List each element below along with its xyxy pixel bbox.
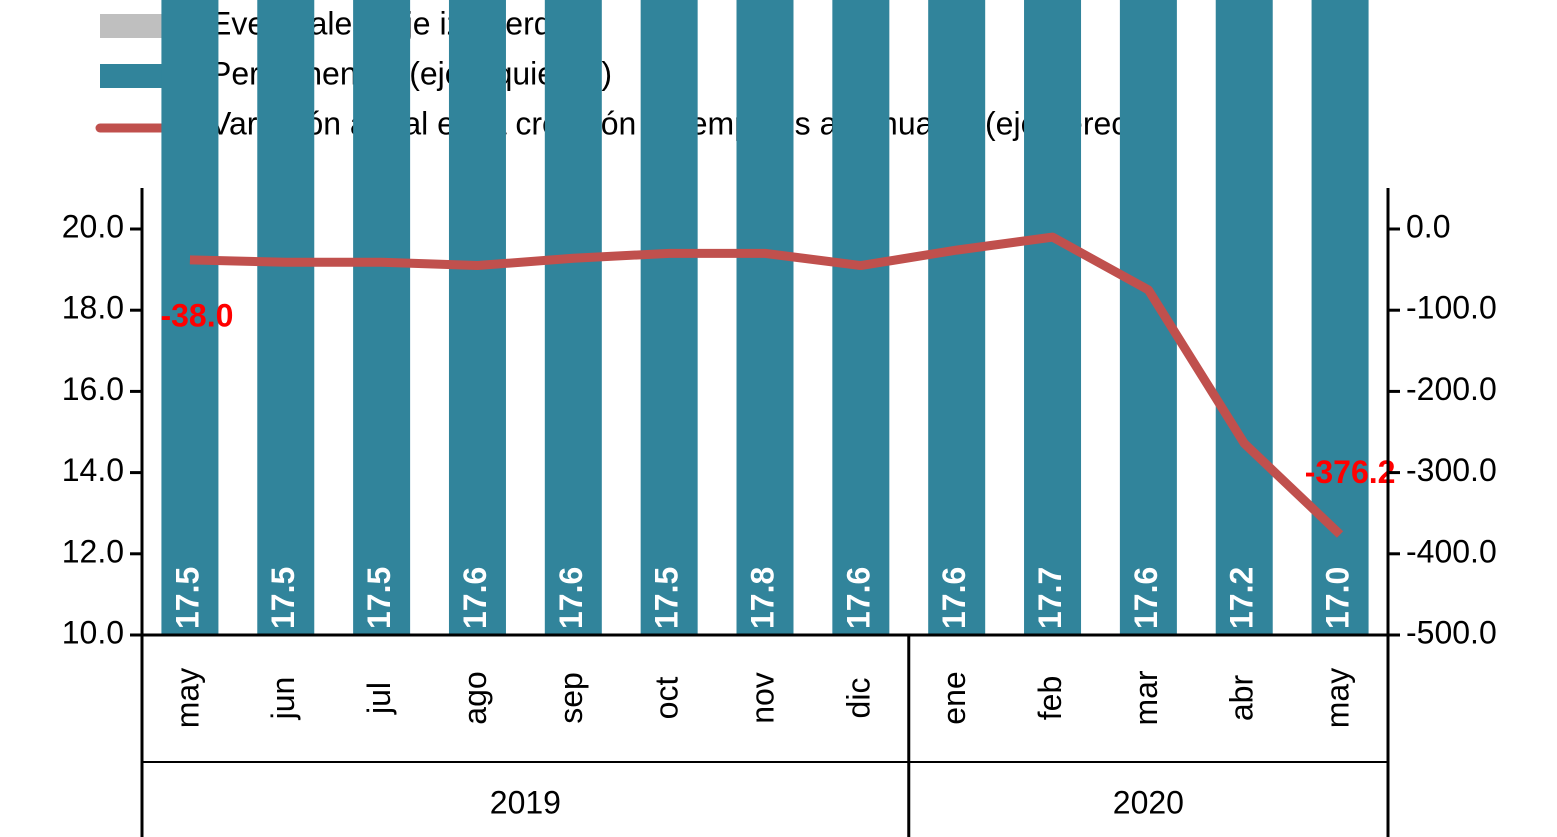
bar-label: 17.6	[553, 567, 589, 629]
bar-label: 17.5	[169, 567, 205, 629]
bar-label: 17.5	[361, 567, 397, 629]
x-tick-label: ene	[936, 671, 972, 724]
y2-tick-label: -300.0	[1406, 452, 1497, 488]
bar	[1215, 0, 1273, 636]
bar	[257, 0, 315, 635]
y2-tick-label: -100.0	[1406, 290, 1497, 326]
bar-label: 17.6	[840, 567, 876, 629]
line	[189, 232, 1344, 538]
bar	[448, 0, 506, 635]
y-tick-label: 12.0	[62, 533, 124, 569]
bar-label: 17.7	[1032, 567, 1068, 629]
y2-tick-label: -400.0	[1406, 533, 1497, 569]
bar	[1311, 0, 1369, 636]
x-tick-label: sep	[553, 672, 589, 724]
x-tick-label: feb	[1032, 676, 1068, 720]
group-label: 2019	[490, 784, 561, 820]
line-label: -38.0	[160, 297, 233, 333]
x-tick-label: mar	[1128, 670, 1164, 725]
bar-label: 17.6	[936, 567, 972, 629]
bar-label: 17.2	[1224, 567, 1260, 629]
bar-label: 17.5	[649, 567, 685, 629]
y2-tick-label: 0.0	[1406, 208, 1450, 244]
x-tick-label: jul	[361, 682, 397, 715]
line-label: -376.2	[1305, 454, 1396, 490]
y-tick-label: 10.0	[62, 614, 124, 650]
x-tick-label: may	[1320, 668, 1356, 728]
y-tick-label: 18.0	[62, 290, 124, 326]
x-tick-label: dic	[840, 678, 876, 719]
bar	[832, 0, 890, 635]
x-tick-label: may	[169, 668, 205, 728]
bar	[640, 0, 698, 635]
y2-tick-label: -200.0	[1406, 371, 1497, 407]
x-tick-label: oct	[649, 677, 685, 720]
bar	[353, 0, 411, 635]
bar	[1024, 0, 1082, 635]
x-tick-label: jun	[265, 677, 301, 721]
bar-label: 17.8	[744, 567, 780, 629]
bar	[736, 0, 794, 635]
y-tick-label: 16.0	[62, 371, 124, 407]
bar-label: 17.6	[1128, 567, 1164, 629]
group-label: 2020	[1113, 784, 1184, 820]
y2-tick-label: -500.0	[1406, 614, 1497, 650]
bar-label: 17.5	[265, 567, 301, 629]
x-tick-label: abr	[1224, 675, 1260, 722]
bar	[544, 0, 602, 635]
x-tick-label: nov	[744, 672, 780, 724]
bar-label: 17.0	[1320, 567, 1356, 629]
y-tick-label: 14.0	[62, 452, 124, 488]
bar	[161, 0, 219, 635]
bar-label: 17.6	[457, 567, 493, 629]
bar	[928, 0, 986, 635]
x-tick-label: ago	[457, 671, 493, 724]
y-tick-label: 20.0	[62, 208, 124, 244]
